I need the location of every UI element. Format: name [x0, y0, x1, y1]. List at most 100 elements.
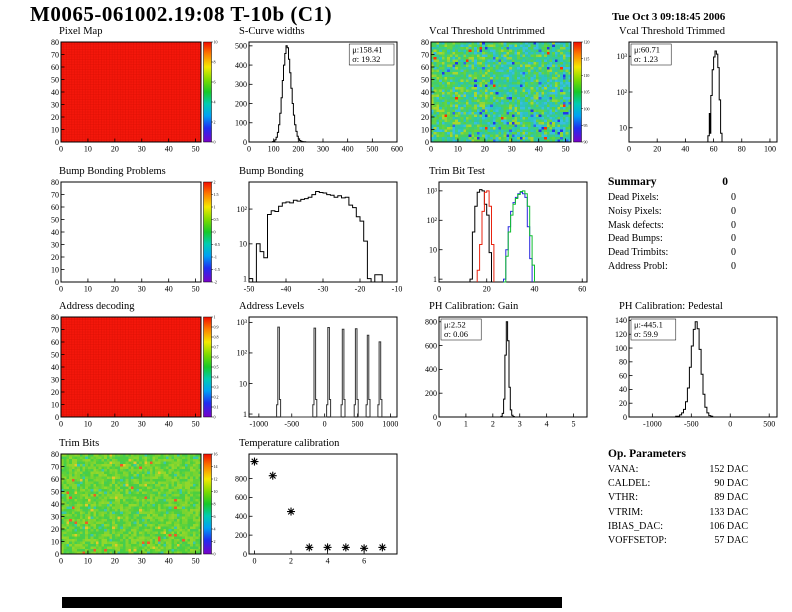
- svg-text:20: 20: [111, 557, 119, 566]
- svg-text:20: 20: [111, 285, 119, 294]
- bump-bonding-svg: -50 -40 -30 -20 -10 1 10 10²: [237, 181, 402, 294]
- summary-row: Dead Bumps: 0: [608, 232, 736, 246]
- svg-text:-1.5: -1.5: [214, 267, 220, 272]
- summary-label: Noisy Pixels:: [608, 205, 662, 217]
- summary-row: Dead Pixels: 0: [608, 191, 736, 205]
- svg-text:40: 40: [619, 385, 627, 394]
- svg-text:30: 30: [138, 145, 146, 154]
- trim-bit-test-svg: 0 20 40 60 1 10 10² 10³: [427, 181, 588, 294]
- svg-text:70: 70: [51, 190, 59, 199]
- svg-text:10: 10: [84, 557, 92, 566]
- op-parameter-value: 133 DAC: [709, 506, 748, 518]
- svg-text:30: 30: [51, 375, 59, 384]
- svg-text:20: 20: [51, 113, 59, 122]
- svg-text:10: 10: [51, 265, 59, 274]
- svg-text:200: 200: [235, 99, 247, 108]
- svg-text:70: 70: [51, 50, 59, 59]
- svg-text:2: 2: [289, 557, 293, 566]
- svg-text:0: 0: [55, 413, 59, 422]
- svg-text:500: 500: [366, 145, 378, 154]
- svg-text:40: 40: [421, 88, 429, 97]
- op-parameter-label: VTRIM:: [608, 506, 643, 518]
- svg-text:16: 16: [214, 452, 218, 457]
- temp-calibration-plot: 0 2 4 6 0 200 400 600 800: [225, 450, 415, 572]
- panel-address-levels: Address Levels -1000 -500 0 500 1000 1 10 10² 10…: [225, 301, 415, 435]
- panel-pixel-map: Pixel Map 0 10 20 30 40 50 0 10 20 30 40 50 60 70 80 10…: [45, 26, 235, 160]
- panel-ph-gain: PH Calibration: Gain 0 1 2 3 4 5 0 200 400 600 800…: [415, 301, 605, 435]
- summary-value: 0: [731, 260, 736, 272]
- summary-row: Noisy Pixels: 0: [608, 205, 736, 219]
- op-parameter-value: 90 DAC: [714, 478, 748, 490]
- bump-problems-svg: 0 10 20 30 40 50 0 10 20 30 40 50 60 70 80 2 1.5 1 0.5 0 -0.…: [51, 178, 220, 294]
- svg-text:200: 200: [425, 389, 437, 398]
- svg-text:0: 0: [728, 420, 732, 429]
- svg-text:0: 0: [214, 552, 216, 557]
- panel-bump-bonding: Bump Bonding -50 -40 -30 -20 -10 1 10 10²: [225, 166, 415, 300]
- op-parameter-label: CALDEL:: [608, 478, 651, 490]
- vcal-trimmed-plot: 0 20 40 60 80 100 10 10² 10³ μ:60.71 σ: 1.23: [605, 38, 792, 160]
- svg-text:800: 800: [425, 318, 437, 327]
- svg-text:400: 400: [235, 61, 247, 70]
- svg-text:100: 100: [584, 106, 590, 111]
- page-title: M0065-061002.19:08 T-10b (C1): [30, 2, 333, 26]
- plot-title-vcal-trimmed: Vcal Threshold Trimmed: [619, 26, 725, 37]
- svg-text:30: 30: [508, 145, 516, 154]
- svg-text:80: 80: [51, 450, 59, 459]
- svg-text:10: 10: [214, 489, 218, 494]
- plot-title-bump-problems: Bump Bonding Problems: [59, 166, 166, 177]
- svg-text:100: 100: [268, 145, 280, 154]
- svg-text:20: 20: [481, 145, 489, 154]
- vcal-untrimmed-svg: 0 10 20 30 40 50 0 10 20 30 40 50 60 70 80 120 115 110 105…: [421, 38, 590, 154]
- svg-text:μ:60.71: μ:60.71: [634, 45, 660, 55]
- svg-text:80: 80: [51, 38, 59, 47]
- svg-text:100: 100: [764, 145, 776, 154]
- svg-text:0: 0: [323, 420, 327, 429]
- svg-text:70: 70: [51, 325, 59, 334]
- summary-label: Dead Bumps:: [608, 233, 663, 245]
- svg-text:10: 10: [84, 145, 92, 154]
- svg-text:10: 10: [429, 246, 437, 255]
- op-parameters-panel: Op. Parameters VANA: 152 DAC CALDEL: 90 DAC…: [608, 448, 758, 548]
- summary-heading: Summary: [608, 176, 657, 188]
- op-parameters-heading: Op. Parameters: [608, 448, 686, 460]
- svg-text:0.3: 0.3: [214, 385, 219, 390]
- svg-text:0: 0: [59, 557, 63, 566]
- svg-text:10²: 10²: [617, 88, 628, 97]
- svg-text:500: 500: [763, 420, 775, 429]
- svg-text:10: 10: [214, 40, 218, 45]
- op-parameter-row: IBIAS_DAC: 106 DAC: [608, 520, 748, 534]
- op-parameter-row: VTHR: 89 DAC: [608, 491, 748, 505]
- svg-text:80: 80: [619, 358, 627, 367]
- svg-text:200: 200: [235, 531, 247, 540]
- plot-title-bump-bonding: Bump Bonding: [239, 166, 304, 177]
- svg-text:50: 50: [192, 557, 200, 566]
- ph-pedestal-plot: -1000 -500 0 500 0 20 40 60 80 100 120 140 μ:-445.1 σ…: [605, 313, 792, 435]
- svg-text:4: 4: [214, 527, 216, 532]
- svg-text:40: 40: [165, 557, 173, 566]
- svg-text:200: 200: [292, 145, 304, 154]
- svg-text:μ:158.41: μ:158.41: [352, 45, 382, 55]
- op-parameter-label: VTHR:: [608, 492, 638, 504]
- svg-text:30: 30: [138, 420, 146, 429]
- svg-text:2: 2: [214, 539, 216, 544]
- summary-heading-row: Summary 0: [608, 176, 728, 188]
- trim-bits-plot: 0 10 20 30 40 50 0 10 20 30 40 50 60 70 80 16 14 12 10 8 6 4 2…: [45, 450, 235, 572]
- svg-text:110: 110: [584, 73, 590, 78]
- svg-text:50: 50: [192, 145, 200, 154]
- svg-text:0: 0: [429, 145, 433, 154]
- panel-trim-bits: Trim Bits 0 10 20 30 40 50 0 10 20 30 40 50 60 70 80 16…: [45, 438, 235, 572]
- svg-text:14: 14: [214, 464, 218, 469]
- scurve-widths-svg: 0 100 200 300 400 500 600 0 100 200 300 400 500 μ:158…: [235, 41, 403, 154]
- svg-text:0: 0: [433, 413, 437, 422]
- svg-text:20: 20: [421, 113, 429, 122]
- svg-text:σ: 0.06: σ: 0.06: [444, 329, 468, 339]
- svg-text:0.4: 0.4: [214, 375, 219, 380]
- summary-label: Mask defects:: [608, 219, 664, 231]
- op-parameter-value: 106 DAC: [709, 520, 748, 532]
- ph-pedestal-svg: -1000 -500 0 500 0 20 40 60 80 100 120 140 μ:-445.1σ…: [615, 316, 778, 429]
- svg-text:95: 95: [584, 123, 588, 128]
- svg-text:0.5: 0.5: [214, 365, 219, 370]
- svg-text:1: 1: [243, 410, 247, 419]
- svg-text:μ:-445.1: μ:-445.1: [634, 320, 663, 330]
